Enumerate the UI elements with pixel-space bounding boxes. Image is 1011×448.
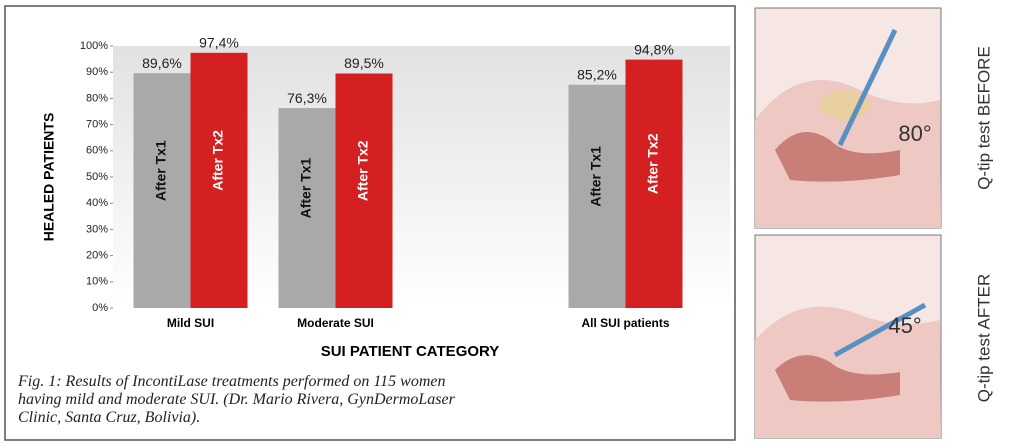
y-tick-label: 70%: [86, 119, 108, 131]
y-tick-label: 80%: [86, 92, 108, 104]
value-label: 89,5%: [344, 55, 384, 71]
y-tick-label: 50%: [86, 171, 108, 183]
y-tick-label: 90%: [86, 66, 108, 78]
bar-series-label: After Tx2: [355, 140, 371, 201]
value-label: 94,8%: [634, 41, 674, 57]
angle-label: 45°: [888, 313, 921, 338]
value-label: 97,4%: [199, 35, 239, 51]
after-panel: 45° Q-tip test AFTER: [755, 235, 993, 438]
panel-label: Q-tip test AFTER: [974, 274, 993, 402]
before-panel: 80° Q-tip test BEFORE: [755, 8, 993, 228]
bar-series-label: After Tx1: [153, 140, 169, 201]
figure: HEALED PATIENTS SUI PATIENT CATEGORY Fig…: [0, 0, 1011, 443]
bar-series-label: After Tx1: [588, 146, 604, 207]
bar-series-label: After Tx2: [210, 130, 226, 191]
value-label: 89,6%: [142, 55, 182, 71]
panel-label: Q-tip test BEFORE: [974, 46, 993, 190]
caption-line: Clinic, Santa Cruz, Bolivia).: [18, 409, 200, 426]
bar-series-label: After Tx2: [645, 133, 661, 194]
y-tick-label: 30%: [86, 223, 108, 235]
value-label: 76,3%: [287, 90, 327, 106]
caption-line: having mild and moderate SUI. (Dr. Mario…: [18, 391, 456, 408]
y-tick-label: 40%: [86, 197, 108, 209]
x-tick-label: All SUI patients: [581, 316, 669, 330]
y-axis-title: HEALED PATIENTS: [41, 113, 57, 242]
y-tick-label: 0%: [92, 302, 108, 314]
x-tick-label: Mild SUI: [167, 316, 214, 330]
x-axis-title: SUI PATIENT CATEGORY: [321, 343, 500, 360]
bar-series-label: After Tx1: [298, 157, 314, 218]
y-tick-label: 20%: [86, 250, 108, 262]
angle-label: 80°: [898, 121, 931, 146]
x-tick-label: Moderate SUI: [297, 316, 374, 330]
y-tick-label: 60%: [86, 145, 108, 157]
value-label: 85,2%: [577, 66, 617, 82]
caption-line: Fig. 1: Results of IncontiLase treatment…: [17, 373, 446, 390]
y-tick-label: 100%: [80, 40, 108, 52]
y-tick-label: 10%: [86, 276, 108, 288]
